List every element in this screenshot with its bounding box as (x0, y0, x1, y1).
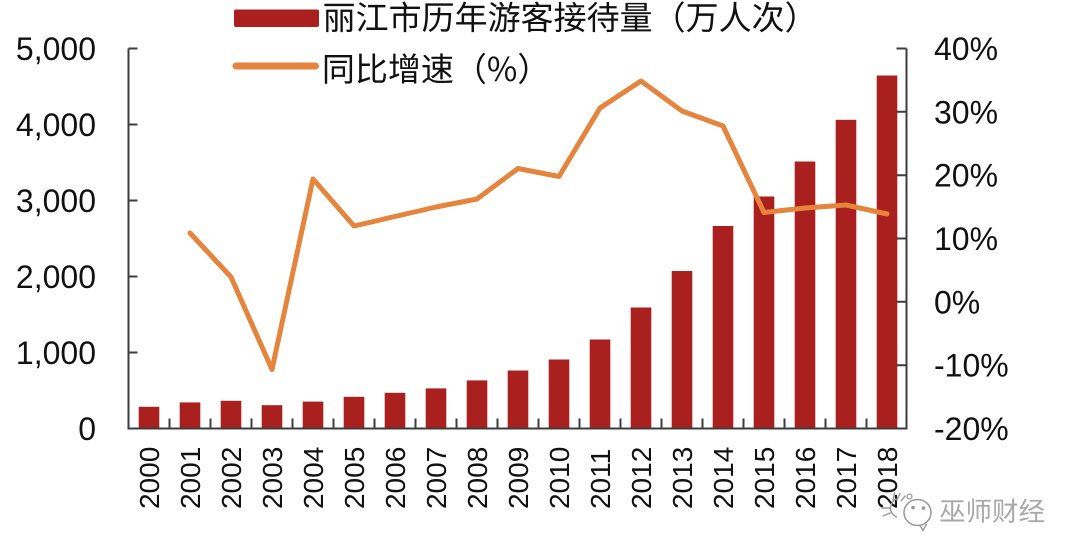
svg-text:0%: 0% (934, 284, 980, 320)
svg-text:0: 0 (78, 411, 96, 447)
svg-text:2012: 2012 (626, 447, 657, 509)
svg-text:4,000: 4,000 (16, 107, 96, 143)
svg-text:2013: 2013 (667, 447, 698, 509)
svg-text:2006: 2006 (380, 447, 411, 509)
svg-text:2007: 2007 (421, 447, 452, 509)
svg-text:2017: 2017 (831, 447, 862, 509)
svg-text:2015: 2015 (749, 447, 780, 509)
svg-text:2002: 2002 (216, 447, 247, 509)
svg-text:2000: 2000 (134, 447, 165, 509)
svg-text:2008: 2008 (462, 447, 493, 509)
svg-text:2011: 2011 (585, 449, 616, 509)
svg-text:2014: 2014 (708, 447, 739, 509)
svg-text:2003: 2003 (257, 447, 288, 509)
svg-text:1,000: 1,000 (16, 335, 96, 371)
svg-text:2005: 2005 (339, 447, 370, 509)
svg-text:2010: 2010 (544, 447, 575, 509)
svg-text:2009: 2009 (503, 447, 534, 509)
svg-text:5,000: 5,000 (16, 31, 96, 67)
svg-text:40%: 40% (934, 31, 998, 67)
svg-text:10%: 10% (934, 221, 998, 257)
svg-text:2018: 2018 (872, 447, 903, 509)
svg-text:30%: 30% (934, 94, 998, 130)
svg-text:2016: 2016 (790, 447, 821, 509)
svg-text:3,000: 3,000 (16, 183, 96, 219)
svg-text:20%: 20% (934, 158, 998, 194)
svg-text:2,000: 2,000 (16, 259, 96, 295)
svg-text:2001: 2001 (175, 447, 206, 509)
svg-text:-10%: -10% (934, 348, 1009, 384)
svg-text:-20%: -20% (934, 411, 1009, 447)
svg-text:2004: 2004 (298, 447, 329, 509)
